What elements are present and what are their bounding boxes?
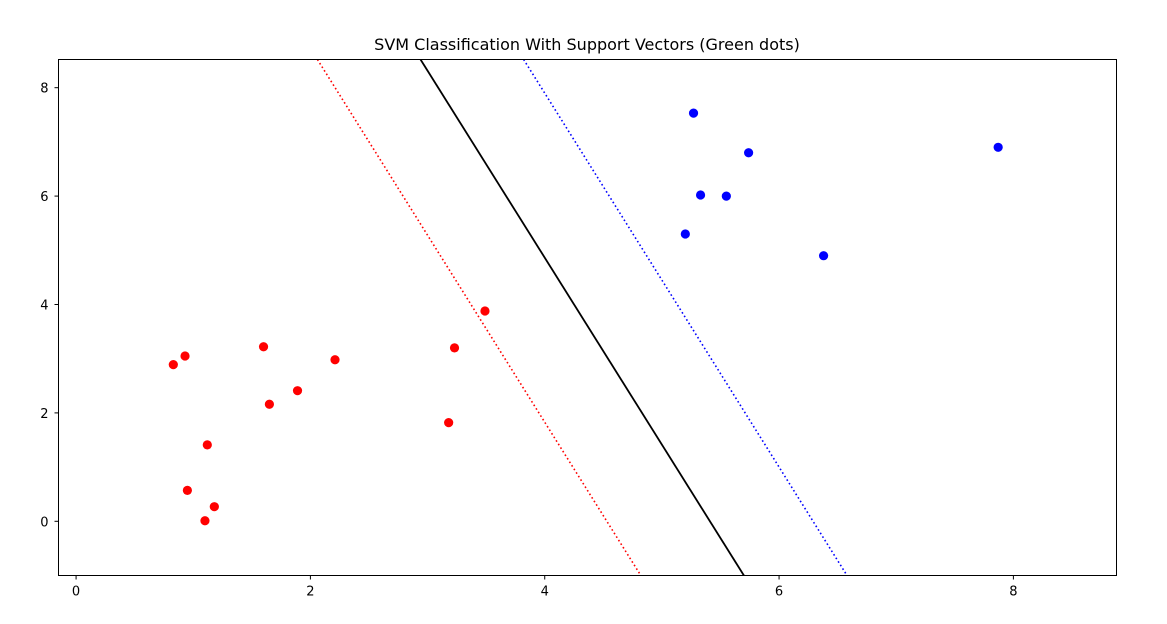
margin-line-2 (522, 59, 848, 576)
data-point-s0-2 (182, 485, 192, 496)
y-tick-label: 8 (40, 82, 48, 97)
x-tick-label: 8 (1009, 585, 1017, 600)
data-point-s1-5 (818, 251, 829, 261)
data-point-s0-10 (444, 418, 454, 428)
data-point-s1-1 (688, 108, 699, 118)
data-point-s0-0 (168, 360, 178, 370)
data-point-s0-4 (202, 440, 212, 450)
x-tick-label: 0 (72, 585, 80, 600)
data-point-s0-7 (264, 399, 274, 409)
y-tick-label: 2 (40, 407, 48, 422)
y-tick-label: 0 (40, 515, 48, 530)
data-point-s1-3 (721, 191, 731, 201)
data-point-s0-5 (209, 502, 219, 512)
data-point-s0-9 (330, 355, 340, 365)
data-point-s0-3 (200, 516, 210, 526)
data-point-s0-8 (292, 386, 303, 396)
data-point-s1-6 (993, 142, 1003, 152)
x-tick-label: 6 (775, 585, 783, 600)
plot-frame (58, 59, 1117, 576)
data-point-s0-12 (480, 306, 490, 316)
x-tick-label: 4 (541, 585, 549, 600)
y-tick-label: 4 (40, 298, 48, 313)
data-point-s0-1 (180, 351, 190, 361)
data-point-s1-2 (695, 190, 706, 200)
decision-boundary-line (419, 59, 745, 576)
margin-line-1 (316, 59, 642, 576)
line-layer (316, 59, 848, 576)
chart-title: SVM Classification With Support Vectors … (374, 35, 800, 54)
x-tick-label: 2 (306, 585, 314, 600)
data-point-s1-0 (680, 229, 690, 239)
point-layer (168, 108, 1003, 526)
data-point-s0-6 (258, 342, 269, 352)
tick-layer: 0 2 4 6 8 0 2 4 6 8 (40, 82, 1017, 600)
data-point-s0-11 (449, 343, 460, 353)
data-point-s1-4 (744, 148, 754, 158)
y-tick-label: 6 (40, 190, 48, 205)
